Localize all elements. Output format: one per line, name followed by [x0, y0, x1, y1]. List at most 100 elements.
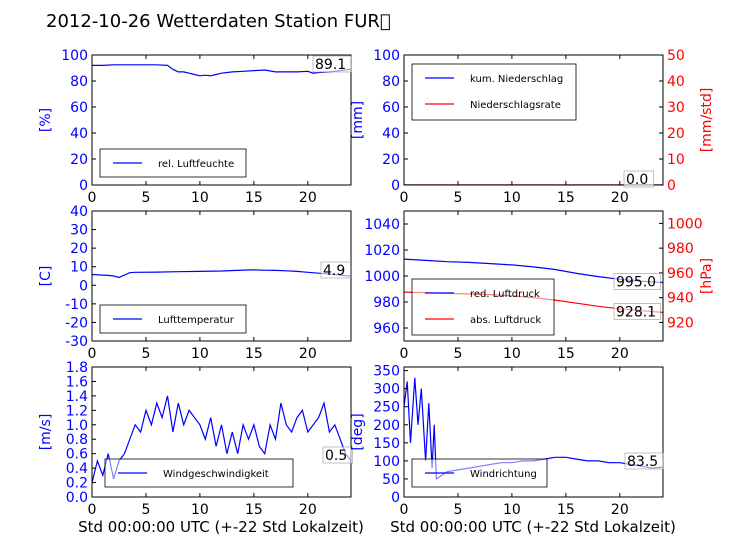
- legend-entry: rel. Luftfeuchte: [158, 159, 234, 170]
- x-tick-label: 5: [141, 502, 150, 518]
- y-right-tick-label: 920: [667, 315, 694, 331]
- y-right-tick-label: 20: [667, 126, 685, 142]
- y-tick-label: 0: [391, 490, 400, 506]
- x-tick-label: 5: [141, 346, 150, 362]
- x-tick-label: 10: [191, 346, 209, 362]
- series-line-0: [92, 64, 351, 77]
- y-tick-label: 80: [70, 74, 88, 90]
- x-tick-label: 5: [453, 190, 462, 206]
- y-tick-label: 30: [70, 223, 88, 239]
- x-tick-label: 20: [611, 502, 629, 518]
- legend-entry: abs. Luftdruck: [470, 315, 541, 326]
- y-tick-label: 50: [382, 472, 400, 488]
- y-tick-label: 80: [382, 74, 400, 90]
- y-right-axis-label: [hPa]: [699, 258, 715, 294]
- y-right-tick-label: 980: [667, 241, 694, 257]
- y-tick-label: 1.0: [66, 418, 88, 434]
- x-tick-label: 5: [453, 502, 462, 518]
- y-tick-label: 1.4: [66, 389, 88, 405]
- y-tick-label: 20: [70, 241, 88, 257]
- x-tick-label: 15: [557, 190, 575, 206]
- legend-entry: red. Luftdruck: [470, 289, 540, 300]
- y-tick-label: 0.4: [66, 461, 88, 477]
- x-tick-label: 20: [299, 346, 317, 362]
- y-tick-label: 980: [373, 295, 400, 311]
- panel-pressure: 0 5 10 15 20 960 980 1000 1020 1040 920 940 960 980 10…: [364, 210, 715, 362]
- x-tick-label: 15: [245, 346, 263, 362]
- y-tick-label: 150: [373, 436, 400, 452]
- y-right-tick-label: 50: [667, 48, 685, 64]
- series-group: [92, 64, 351, 77]
- x-tick-label: 10: [191, 502, 209, 518]
- y-axis-label: [%]: [38, 108, 54, 132]
- x-tick-label: 20: [611, 190, 629, 206]
- legend-box: [411, 278, 555, 336]
- y-tick-label: 100: [61, 48, 88, 64]
- y-tick-label: 0: [79, 278, 88, 294]
- value-label-box: [312, 55, 352, 73]
- y-axis-label: [m/s]: [38, 414, 54, 451]
- value-label: 928.1: [616, 304, 656, 320]
- series-line-0: [92, 395, 351, 483]
- y-tick-label: 300: [373, 382, 400, 398]
- y-tick-label: 60: [382, 100, 400, 116]
- y-tick-label: 100: [373, 454, 400, 470]
- x-tick-label: 0: [400, 346, 409, 362]
- x-tick-label: 20: [299, 190, 317, 206]
- panel-wind_speed: 0 5 10 15 20 0.00.20.40.60.81.01.21.41.61.8 [m…: [38, 360, 353, 518]
- value-label-box: [322, 446, 353, 464]
- y-tick-label: 40: [70, 204, 88, 220]
- legend-box: [411, 63, 577, 121]
- x-tick-label: 10: [191, 190, 209, 206]
- value-label-box: [320, 261, 351, 279]
- y-tick-label: -10: [65, 297, 88, 313]
- x-tick-label: 15: [245, 502, 263, 518]
- x-axis-label-left: Std 00:00:00 UTC (+-22 Std Lokalzeit): [78, 518, 364, 536]
- y-tick-label: 1.6: [66, 374, 88, 390]
- x-axis-label-right: Std 00:00:00 UTC (+-22 Std Lokalzeit): [390, 518, 676, 536]
- y-tick-label: 40: [70, 126, 88, 142]
- y-tick-label: 200: [373, 418, 400, 434]
- axes-frame: [91, 366, 352, 498]
- y-tick-label: 60: [70, 100, 88, 116]
- y-tick-label: 1000: [364, 269, 400, 285]
- y-right-tick-label: 940: [667, 291, 694, 307]
- y-tick-label: 0.8: [66, 432, 88, 448]
- y-tick-label: 350: [373, 364, 400, 380]
- y-tick-label: 250: [373, 400, 400, 416]
- y-tick-label: 100: [373, 48, 400, 64]
- value-label-box: [623, 170, 654, 188]
- legend-entry: kum. Niederschlag: [470, 74, 563, 85]
- x-tick-label: 5: [141, 190, 150, 206]
- y-tick-label: 1.8: [66, 360, 88, 376]
- y-axis-label: [deg]: [350, 413, 366, 450]
- legend-entry: Windgeschwindigkeit: [163, 469, 269, 480]
- series-group: [92, 269, 351, 279]
- x-tick-label: 5: [453, 346, 462, 362]
- axes-frame: [403, 54, 664, 186]
- axes-frame: [403, 366, 664, 498]
- legend-box: [104, 458, 294, 488]
- value-label: 4.9: [323, 263, 345, 279]
- x-tick-label: 10: [503, 190, 521, 206]
- y-right-tick-label: 10: [667, 152, 685, 168]
- y-axis-label: [C]: [38, 266, 54, 287]
- value-label: 995.0: [616, 275, 656, 291]
- y-tick-label: -20: [65, 315, 88, 331]
- panel-wind_direction: 0 5 10 15 20050100150200250300350[deg]Windri…: [350, 364, 664, 518]
- x-tick-label: 0: [400, 190, 409, 206]
- y-axis-label: [mm]: [350, 101, 366, 139]
- x-tick-label: 15: [557, 346, 575, 362]
- panel-temperature: 0 5 10 15 20 -30 -20 -10 0 10 20 30 40 [C] Lufttempera…: [38, 204, 352, 362]
- y-right-tick-label: 1000: [667, 216, 703, 232]
- y-tick-label: 1040: [364, 217, 400, 233]
- legend-entry: Lufttemperatur: [158, 315, 235, 326]
- x-tick-label: 10: [503, 346, 521, 362]
- panel-precip: 0 5 10 15 20 0 20 40 60 80 100 0 10 20 30 40 50 [mm] [mm/s…: [350, 48, 715, 206]
- y-tick-label: 40: [382, 126, 400, 142]
- y-right-tick-label: 0: [667, 178, 676, 194]
- axes-frame: [91, 54, 352, 186]
- y-tick-label: -30: [65, 334, 88, 350]
- y-tick-label: 960: [373, 321, 400, 337]
